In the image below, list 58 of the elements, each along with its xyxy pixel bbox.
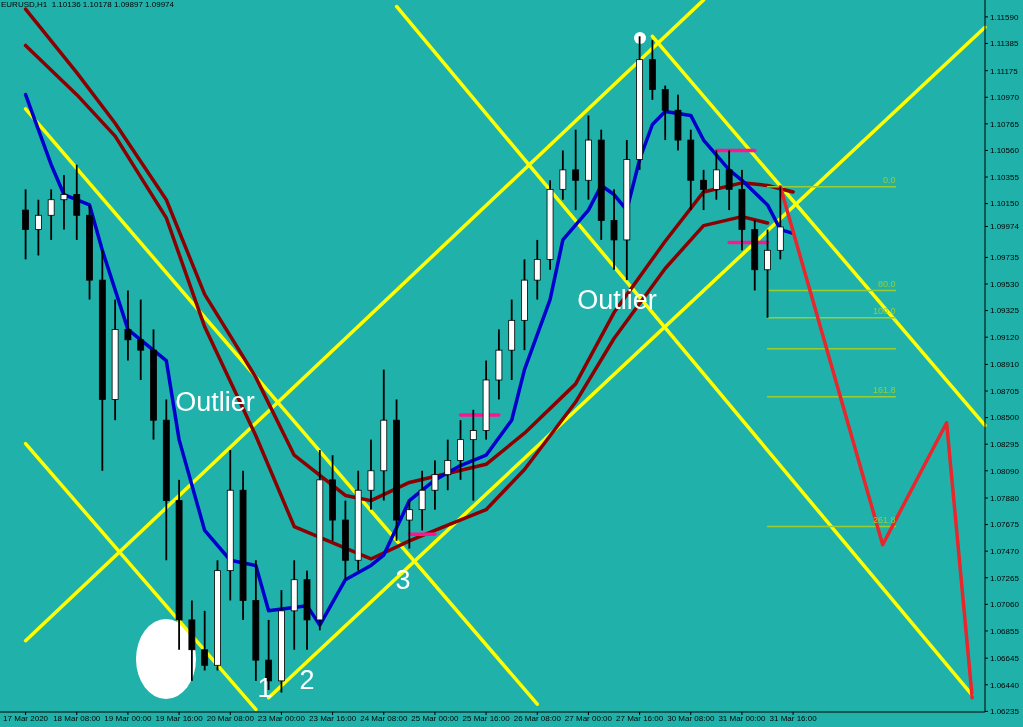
candlestick	[572, 129, 580, 211]
y-tick-label: 1.07060	[990, 600, 1020, 610]
x-tick-label: 19 Mar 00:00	[104, 713, 153, 723]
x-tick-label: 23 Mar 00:00	[257, 713, 306, 723]
y-tick-label: 1.10355	[990, 172, 1020, 182]
y-tick-label: 1.08090	[990, 466, 1020, 476]
y-tick-label: 1.07470	[990, 547, 1020, 557]
y-tick-label: 1.08295	[990, 440, 1020, 450]
annotation: 2	[299, 664, 315, 695]
annotation: 3	[395, 564, 411, 595]
series-label: 0.0	[882, 174, 896, 185]
y-tick-label: 1.06235	[990, 707, 1020, 717]
x-tick-label: 27 Mar 00:00	[564, 713, 613, 723]
y-tick-label: 1.10970	[990, 93, 1020, 103]
x-tick-label: 24 Mar 08:00	[360, 713, 408, 723]
y-tick-label: 1.07880	[990, 493, 1020, 503]
line-series	[23, 43, 770, 561]
chart-title: EURUSD,H1 1.10136 1.10178 1.09897 1.09974	[1, 0, 175, 9]
line-series	[778, 185, 974, 700]
candlestick	[469, 409, 477, 501]
line-series	[23, 7, 795, 503]
x-tick-label: 31 Mar 16:00	[769, 713, 818, 723]
x-tick-label: 20 Mar 08:00	[206, 713, 255, 723]
x-tick-label: 17 Mar 2020	[3, 713, 49, 723]
y-tick-label: 1.10150	[990, 199, 1020, 209]
x-tick-label: 23 Mar 16:00	[309, 713, 357, 723]
y-tick-label: 1.09325	[990, 306, 1020, 316]
y-tick-label: 1.07675	[990, 520, 1020, 530]
y-tick-label: 1.06645	[990, 654, 1020, 664]
y-tick-label: 1.09735	[990, 253, 1020, 263]
x-tick-label: 18 Mar 08:00	[53, 713, 101, 723]
y-tick-label: 1.10765	[990, 119, 1020, 129]
x-tick-label: 31 Mar 00:00	[718, 713, 767, 723]
y-tick-label: 1.11175	[990, 66, 1019, 76]
y-tick-label: 1.09120	[990, 333, 1020, 343]
y-tick-label: 1.09974	[990, 222, 1020, 232]
y-tick-label: 1.11385	[990, 39, 1019, 49]
candlestick	[124, 290, 132, 361]
y-tick-label: 1.06440	[990, 680, 1020, 690]
y-tick-label: 1.08500	[990, 413, 1020, 423]
candlestick	[60, 175, 68, 230]
y-tick-label: 1.07265	[990, 573, 1020, 583]
x-tick-label: 30 Mar 08:00	[667, 713, 715, 723]
y-tick-label: 1.08910	[990, 360, 1020, 370]
annotation: 1	[257, 672, 273, 703]
y-tick-label: 1.09530	[990, 279, 1020, 289]
y-tick-label: 1.08705	[990, 386, 1020, 396]
x-tick-label: 27 Mar 16:00	[616, 713, 664, 723]
y-tick-label: 1.11590	[990, 12, 1019, 22]
x-tick-label: 25 Mar 00:00	[411, 713, 460, 723]
series-label: 161.8	[872, 384, 896, 395]
y-tick-label: 1.10560	[990, 146, 1020, 156]
series-label: 80.0	[877, 278, 896, 289]
candlestick	[137, 299, 145, 380]
x-tick-label: 25 Mar 16:00	[462, 713, 511, 723]
x-tick-label: 19 Mar 16:00	[155, 713, 204, 723]
x-tick-label: 26 Mar 08:00	[513, 713, 562, 723]
y-tick-label: 1.06855	[990, 626, 1020, 636]
